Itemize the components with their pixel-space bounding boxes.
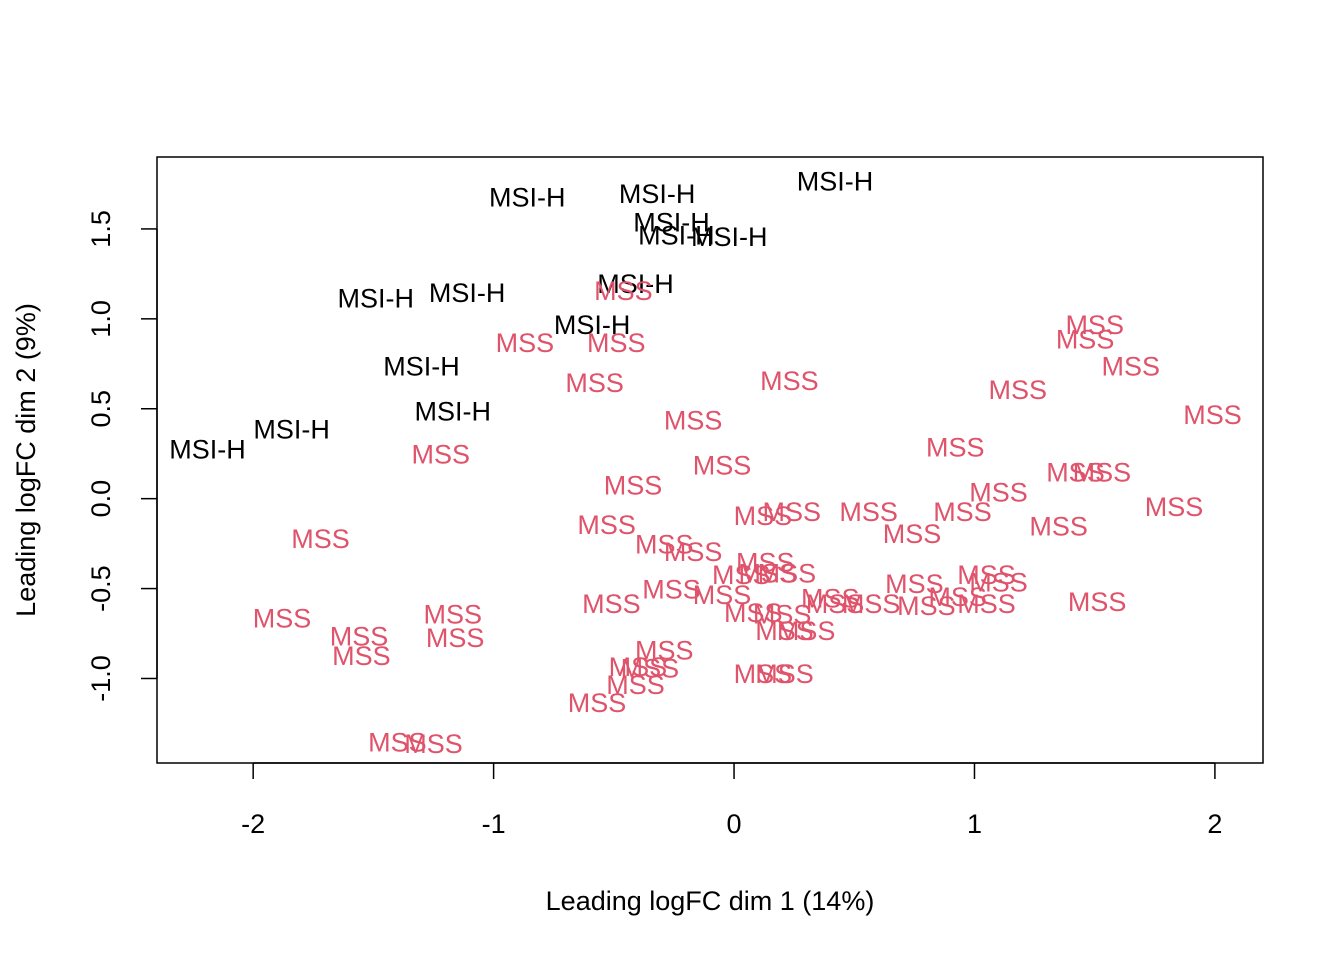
y-tick-label: 0.0 (86, 480, 116, 518)
point-mss: MSS (777, 616, 836, 646)
y-tick-label: -1.0 (86, 655, 116, 702)
point-mss: MSS (712, 560, 771, 590)
point-mss: MSS (969, 567, 1028, 597)
point-mss: MSS (957, 589, 1016, 619)
point-mss: MSS (801, 584, 860, 614)
x-tick-label: -1 (482, 809, 506, 839)
point-msi-h: MSI-H (638, 220, 715, 250)
point-msi-h: MSI-H (597, 269, 674, 299)
point-mss: MSS (734, 501, 793, 531)
point-msi-h: MSI-H (429, 278, 506, 308)
x-tick-label: 0 (727, 809, 742, 839)
point-msi-h: MSI-H (633, 208, 710, 238)
point-mss: MSS (423, 600, 482, 630)
point-mss: MSS (1183, 400, 1242, 430)
point-msi-h: MSI-H (338, 283, 415, 313)
point-mss: MSS (1073, 458, 1132, 488)
point-mss: MSS (762, 497, 821, 527)
point-msi-h: MSI-H (169, 434, 246, 464)
point-mss: MSS (594, 276, 653, 306)
point-mss: MSS (755, 659, 814, 689)
point-mss: MSS (411, 440, 470, 470)
point-mss: MSS (928, 582, 987, 612)
point-mss: MSS (693, 580, 752, 610)
point-mss: MSS (969, 477, 1028, 507)
point-mss: MSS (330, 621, 389, 651)
point-mss: MSS (664, 537, 723, 567)
x-tick-label: -2 (241, 809, 265, 839)
point-mss: MSS (755, 616, 814, 646)
point-mss: MSS (883, 519, 942, 549)
point-mss: MSS (606, 670, 665, 700)
point-msi-h: MSI-H (797, 166, 874, 196)
point-mss: MSS (885, 569, 944, 599)
point-mss: MSS (724, 598, 783, 628)
point-mss: MSS (734, 659, 793, 689)
point-msi-h: MSI-H (414, 397, 491, 427)
point-mss: MSS (1056, 325, 1115, 355)
point-mss: MSS (1065, 310, 1124, 340)
point-mss: MSS (577, 510, 636, 540)
y-tick-label: -0.5 (86, 565, 116, 612)
point-msi-h: MSI-H (383, 352, 460, 382)
point-mss: MSS (758, 558, 817, 588)
point-mss: MSS (368, 727, 427, 757)
point-mss: MSS (736, 548, 795, 578)
x-axis: -2 -1 0 1 2 (241, 762, 1222, 839)
point-mss: MSS (806, 589, 865, 619)
point-mss: MSS (565, 368, 624, 398)
point-mss: MSS (621, 654, 680, 684)
point-mss: MSS (1145, 492, 1204, 522)
y-axis: -1.0 -0.5 0.0 0.5 1.0 1.5 (86, 210, 158, 702)
point-mss: MSS (568, 688, 627, 718)
x-tick-label: 2 (1207, 809, 1222, 839)
point-mss: MSS (291, 524, 350, 554)
point-msi-h: MSI-H (619, 179, 696, 209)
point-mss: MSS (635, 530, 694, 560)
point-mss: MSS (582, 589, 641, 619)
point-mss: MSS (760, 366, 819, 396)
point-mss: MSS (738, 558, 797, 588)
point-mss: MSS (988, 375, 1047, 405)
x-tick-label: 1 (967, 809, 982, 839)
point-msi-h: MSI-H (554, 310, 631, 340)
x-axis-label: Leading logFC dim 1 (14%) (546, 886, 875, 916)
point-mss: MSS (642, 575, 701, 605)
point-mss: MSS (609, 652, 668, 682)
point-mss: MSS (1102, 352, 1161, 382)
point-mss: MSS (839, 497, 898, 527)
point-msi-h: MSI-H (489, 183, 566, 213)
point-mss: MSS (496, 328, 555, 358)
point-mss: MSS (1046, 458, 1105, 488)
point-mss: MSS (587, 328, 646, 358)
point-mss: MSS (842, 589, 901, 619)
point-mss: MSS (897, 591, 956, 621)
point-mss: MSS (1068, 587, 1127, 617)
y-axis-label: Leading logFC dim 2 (9%) (11, 303, 41, 617)
point-mss: MSS (332, 641, 391, 671)
y-tick-label: 1.5 (86, 210, 116, 248)
point-mss: MSS (933, 497, 992, 527)
point-mss: MSS (426, 623, 485, 653)
point-mss: MSS (664, 406, 723, 436)
point-mss: MSS (926, 433, 985, 463)
point-mss: MSS (693, 450, 752, 480)
y-tick-label: 1.0 (86, 300, 116, 338)
point-msi-h: MSI-H (253, 415, 330, 445)
point-mss: MSS (753, 600, 812, 630)
point-mss: MSS (957, 560, 1016, 590)
point-mss: MSS (635, 636, 694, 666)
point-mss: MSS (1029, 512, 1088, 542)
y-tick-label: 0.5 (86, 390, 116, 428)
point-msi-h: MSI-H (691, 222, 768, 252)
point-mss: MSS (604, 470, 663, 500)
point-mss: MSS (253, 603, 312, 633)
point-mss: MSS (404, 729, 463, 759)
